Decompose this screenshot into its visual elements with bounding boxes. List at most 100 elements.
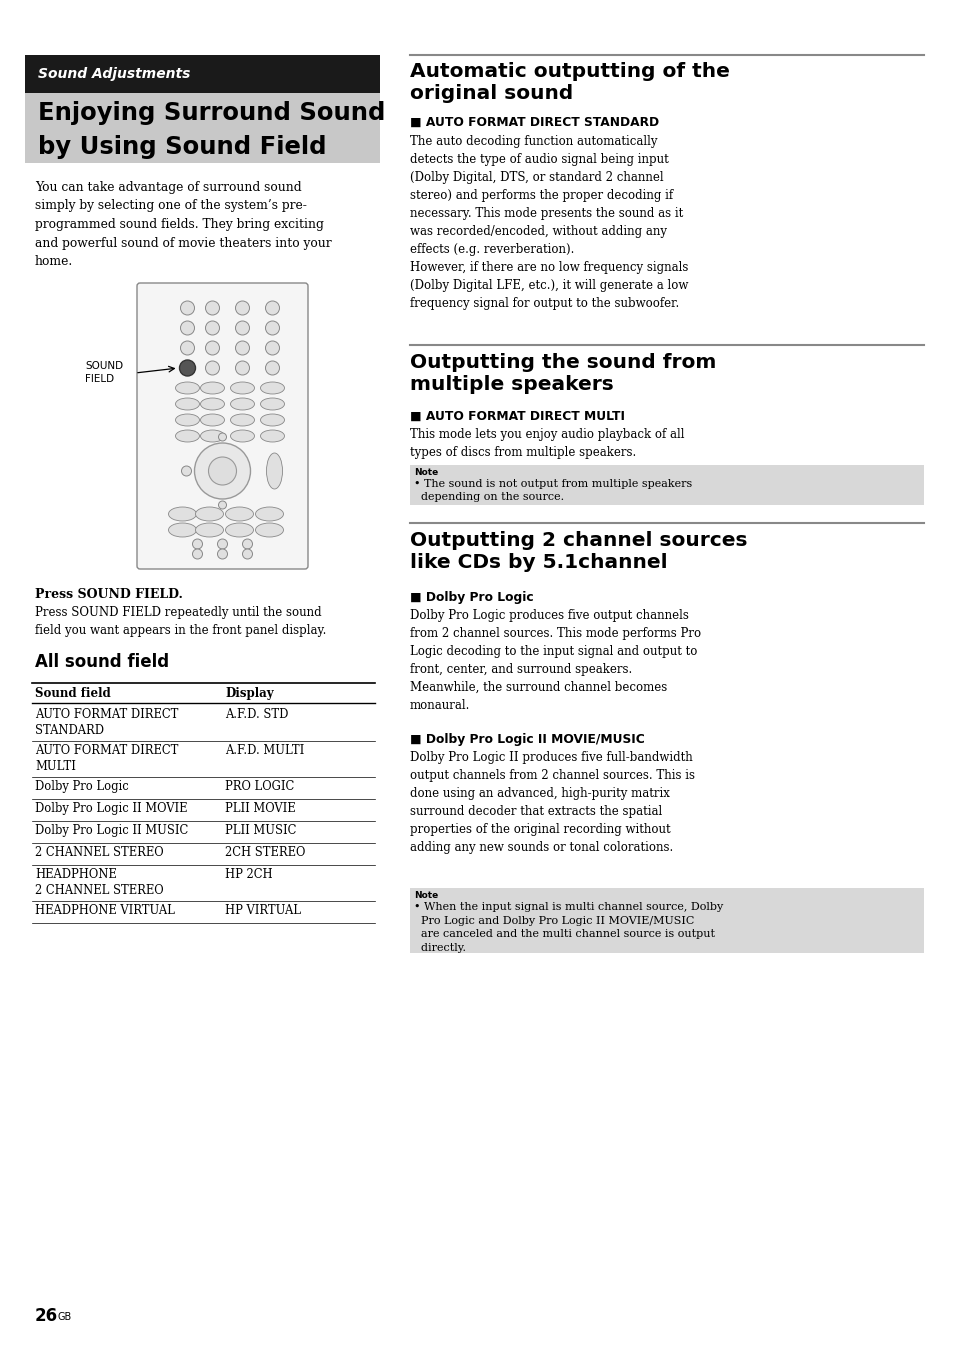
Circle shape [235, 341, 250, 356]
Circle shape [193, 549, 202, 558]
Circle shape [194, 443, 251, 499]
Ellipse shape [175, 430, 199, 442]
Circle shape [265, 320, 279, 335]
Text: PRO LOGIC: PRO LOGIC [225, 780, 294, 794]
Circle shape [265, 341, 279, 356]
Text: PLII MUSIC: PLII MUSIC [225, 823, 296, 837]
Ellipse shape [231, 383, 254, 393]
Circle shape [209, 457, 236, 485]
Text: A.F.D. STD: A.F.D. STD [225, 708, 288, 721]
Ellipse shape [175, 414, 199, 426]
Text: SOUND
FIELD: SOUND FIELD [85, 361, 123, 384]
Ellipse shape [266, 453, 282, 489]
Ellipse shape [175, 397, 199, 410]
Text: 2CH STEREO: 2CH STEREO [225, 846, 305, 859]
Text: ■ Dolby Pro Logic: ■ Dolby Pro Logic [410, 591, 533, 604]
Ellipse shape [225, 507, 253, 521]
Circle shape [180, 301, 194, 315]
Text: Enjoying Surround Sound: Enjoying Surround Sound [38, 101, 385, 124]
Text: • When the input signal is multi channel source, Dolby
  Pro Logic and Dolby Pro: • When the input signal is multi channel… [414, 902, 722, 953]
Text: AUTO FORMAT DIRECT
MULTI: AUTO FORMAT DIRECT MULTI [35, 744, 178, 773]
Text: 2 CHANNEL STEREO: 2 CHANNEL STEREO [35, 846, 164, 859]
Circle shape [217, 549, 227, 558]
Text: ■ AUTO FORMAT DIRECT STANDARD: ■ AUTO FORMAT DIRECT STANDARD [410, 116, 659, 128]
Text: Outputting 2 channel sources
like CDs by 5.1channel: Outputting 2 channel sources like CDs by… [410, 531, 747, 572]
Circle shape [205, 301, 219, 315]
Circle shape [217, 539, 227, 549]
Ellipse shape [200, 383, 224, 393]
Circle shape [180, 320, 194, 335]
Text: PLII MOVIE: PLII MOVIE [225, 802, 295, 815]
Text: Outputting the sound from
multiple speakers: Outputting the sound from multiple speak… [410, 353, 716, 393]
Ellipse shape [260, 397, 284, 410]
Text: HEADPHONE
2 CHANNEL STEREO: HEADPHONE 2 CHANNEL STEREO [35, 868, 164, 898]
Circle shape [205, 320, 219, 335]
Ellipse shape [231, 414, 254, 426]
Text: Press SOUND FIELD repeatedly until the sound
field you want appears in the front: Press SOUND FIELD repeatedly until the s… [35, 606, 326, 637]
Ellipse shape [255, 523, 283, 537]
Text: Dolby Pro Logic II MOVIE: Dolby Pro Logic II MOVIE [35, 802, 188, 815]
Text: Sound field: Sound field [35, 687, 111, 700]
Text: Note: Note [414, 468, 437, 477]
Text: This mode lets you enjoy audio playback of all
types of discs from multiple spea: This mode lets you enjoy audio playback … [410, 429, 684, 458]
Ellipse shape [200, 414, 224, 426]
Text: HP VIRTUAL: HP VIRTUAL [225, 904, 301, 917]
Circle shape [193, 539, 202, 549]
Ellipse shape [231, 430, 254, 442]
Text: • The sound is not output from multiple speakers
  depending on the source.: • The sound is not output from multiple … [414, 479, 692, 502]
Text: Dolby Pro Logic produces five output channels
from 2 channel sources. This mode : Dolby Pro Logic produces five output cha… [410, 608, 700, 713]
Circle shape [265, 361, 279, 375]
Text: Sound Adjustments: Sound Adjustments [38, 68, 191, 81]
Circle shape [218, 502, 226, 508]
Circle shape [235, 320, 250, 335]
Circle shape [235, 361, 250, 375]
Ellipse shape [260, 383, 284, 393]
Bar [25, 55, 379, 93]
Ellipse shape [175, 383, 199, 393]
Circle shape [180, 341, 194, 356]
Circle shape [205, 341, 219, 356]
Circle shape [265, 301, 279, 315]
Ellipse shape [195, 507, 223, 521]
Text: Press SOUND FIELD.: Press SOUND FIELD. [35, 588, 183, 602]
Text: ■ AUTO FORMAT DIRECT MULTI: ■ AUTO FORMAT DIRECT MULTI [410, 410, 624, 423]
Bar [410, 465, 923, 506]
Text: Note: Note [414, 891, 437, 900]
Bar [25, 93, 379, 164]
Circle shape [218, 433, 226, 441]
Ellipse shape [225, 523, 253, 537]
Text: HP 2CH: HP 2CH [225, 868, 273, 882]
Circle shape [242, 549, 253, 558]
Circle shape [179, 360, 195, 376]
Circle shape [181, 466, 192, 476]
FancyBboxPatch shape [137, 283, 308, 569]
Text: A.F.D. MULTI: A.F.D. MULTI [225, 744, 304, 757]
Circle shape [235, 301, 250, 315]
Circle shape [242, 539, 253, 549]
Text: ■ Dolby Pro Logic II MOVIE/MUSIC: ■ Dolby Pro Logic II MOVIE/MUSIC [410, 733, 644, 746]
Text: Dolby Pro Logic: Dolby Pro Logic [35, 780, 129, 794]
Text: HEADPHONE VIRTUAL: HEADPHONE VIRTUAL [35, 904, 174, 917]
Circle shape [205, 361, 219, 375]
Ellipse shape [260, 414, 284, 426]
Ellipse shape [200, 430, 224, 442]
Ellipse shape [169, 523, 196, 537]
Text: 26: 26 [35, 1307, 58, 1325]
Text: AUTO FORMAT DIRECT
STANDARD: AUTO FORMAT DIRECT STANDARD [35, 708, 178, 737]
Text: Display: Display [225, 687, 274, 700]
Text: GB: GB [58, 1311, 72, 1322]
Text: by Using Sound Field: by Using Sound Field [38, 135, 326, 160]
Ellipse shape [260, 430, 284, 442]
Text: All sound field: All sound field [35, 653, 169, 671]
Text: Dolby Pro Logic II produces five full-bandwidth
output channels from 2 channel s: Dolby Pro Logic II produces five full-ba… [410, 750, 695, 854]
Text: You can take advantage of surround sound
simply by selecting one of the system’s: You can take advantage of surround sound… [35, 181, 332, 268]
Text: Automatic outputting of the
original sound: Automatic outputting of the original sou… [410, 62, 729, 103]
Ellipse shape [231, 397, 254, 410]
Text: Dolby Pro Logic II MUSIC: Dolby Pro Logic II MUSIC [35, 823, 188, 837]
Text: The auto decoding function automatically
detects the type of audio signal being : The auto decoding function automatically… [410, 135, 688, 310]
Ellipse shape [200, 397, 224, 410]
Bar [410, 888, 923, 953]
Ellipse shape [195, 523, 223, 537]
Ellipse shape [169, 507, 196, 521]
Ellipse shape [255, 507, 283, 521]
